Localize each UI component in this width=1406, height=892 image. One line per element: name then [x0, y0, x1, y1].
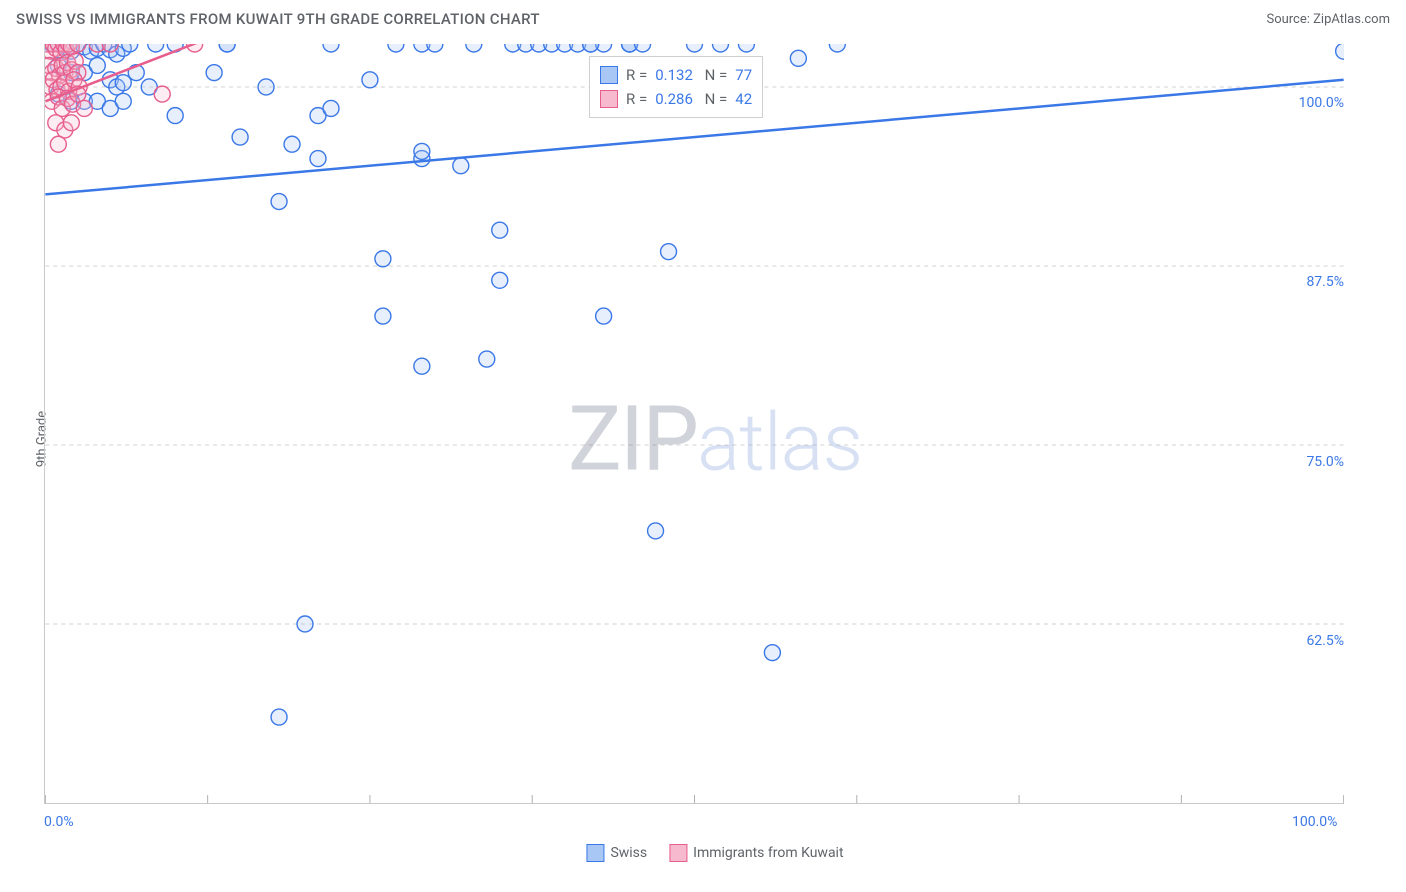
data-point [323, 44, 339, 52]
data-point [492, 272, 508, 288]
data-point [764, 645, 780, 661]
scatter-plot [44, 44, 1344, 804]
chart-title: SWISS VS IMMIGRANTS FROM KUWAIT 9TH GRAD… [16, 10, 540, 28]
legend-label-swiss: Swiss [610, 845, 647, 861]
data-point [232, 129, 248, 145]
y-tick-label: 75.0% [1284, 454, 1344, 470]
data-point [297, 616, 313, 632]
source-text: Source: ZipAtlas.com [1266, 12, 1390, 27]
swiss-r-value: 0.132 [655, 63, 693, 87]
data-point [596, 308, 612, 324]
data-point [89, 57, 105, 73]
r-label: R = [626, 63, 647, 87]
data-point [790, 50, 806, 66]
stats-row-swiss: R = 0.132 N = 77 [600, 63, 752, 87]
data-point [148, 44, 164, 52]
n-label: N = [701, 63, 727, 87]
data-point [50, 136, 66, 152]
swiss-n-value: 77 [735, 63, 752, 87]
legend-swatch-kuwait [669, 844, 687, 862]
kuwait-n-value: 42 [735, 87, 752, 111]
data-point [63, 115, 79, 131]
data-point [738, 44, 754, 52]
data-point [271, 709, 287, 725]
data-point [635, 44, 651, 52]
legend-item-swiss: Swiss [586, 844, 647, 862]
data-point [427, 44, 443, 52]
data-point [388, 44, 404, 52]
data-point [414, 358, 430, 374]
n-label: N = [701, 87, 727, 111]
stats-row-kuwait: R = 0.286 N = 42 [600, 87, 752, 111]
x-tick-label: 0.0% [44, 814, 74, 830]
legend: Swiss Immigrants from Kuwait [586, 844, 843, 862]
data-point [310, 151, 326, 167]
data-point [206, 65, 222, 81]
kuwait-r-value: 0.286 [655, 87, 693, 111]
data-point [687, 44, 703, 52]
data-point [375, 251, 391, 267]
legend-item-kuwait: Immigrants from Kuwait [669, 844, 843, 862]
data-point [154, 86, 170, 102]
x-tick-label: 100.0% [1292, 814, 1337, 830]
data-point [829, 44, 845, 52]
r-label: R = [626, 87, 647, 111]
stats-box: R = 0.132 N = 77 R = 0.286 N = 42 [589, 56, 763, 118]
data-point [453, 158, 469, 174]
data-point [661, 244, 677, 260]
data-point [492, 222, 508, 238]
swatch-kuwait [600, 90, 618, 108]
y-tick-label: 62.5% [1284, 633, 1344, 649]
data-point [167, 108, 183, 124]
data-point [258, 79, 274, 95]
data-point [648, 523, 664, 539]
y-tick-label: 100.0% [1284, 95, 1344, 111]
data-point [362, 72, 378, 88]
data-point [76, 100, 92, 116]
data-point [323, 100, 339, 116]
legend-label-kuwait: Immigrants from Kuwait [693, 845, 843, 861]
data-point [1336, 44, 1344, 59]
data-point [712, 44, 728, 52]
data-point [115, 93, 131, 109]
data-point [583, 44, 599, 52]
data-point [479, 351, 495, 367]
data-point [466, 44, 482, 52]
y-tick-label: 87.5% [1284, 274, 1344, 290]
data-point [414, 143, 430, 159]
data-point [284, 136, 300, 152]
data-point [271, 194, 287, 210]
swatch-swiss [600, 66, 618, 84]
legend-swatch-swiss [586, 844, 604, 862]
data-point [219, 44, 235, 52]
data-point [375, 308, 391, 324]
chart-container: 9th Grade ZIPatlas R = 0.132 N = 77 R = … [40, 44, 1390, 834]
